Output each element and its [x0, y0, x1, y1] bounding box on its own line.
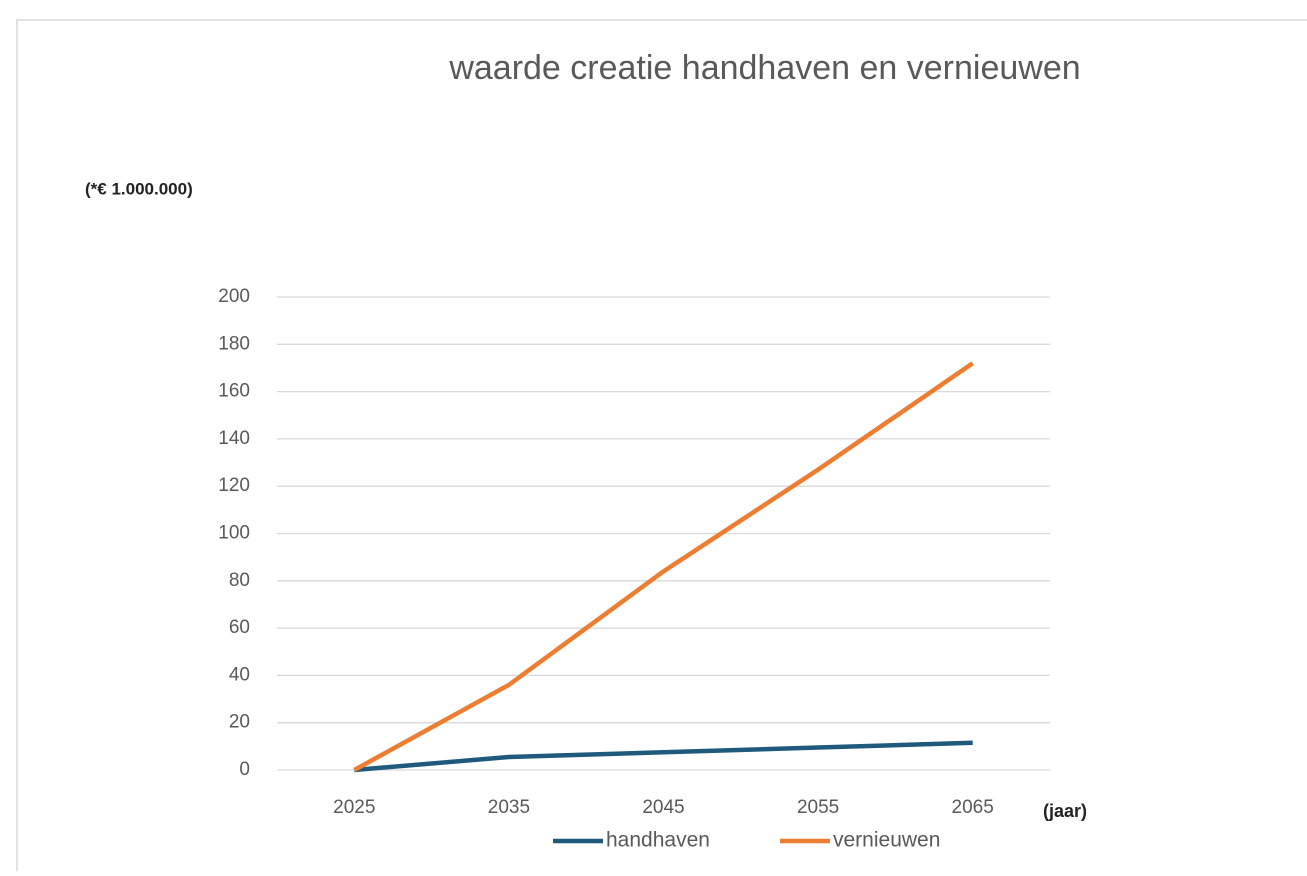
y-tick-label: 120 [218, 475, 250, 496]
legend-label: handhaven [606, 829, 710, 852]
y-tick-label: 100 [218, 523, 250, 544]
line [353, 361, 974, 772]
y-tick-label: 40 [229, 664, 250, 685]
y-tick-label: 180 [218, 333, 250, 354]
y-tick-label: 140 [218, 428, 250, 449]
x-tick-label: 2045 [642, 797, 684, 818]
x-axis-label: (jaar) [1043, 801, 1087, 821]
y-tick-label: 0 [239, 759, 250, 780]
x-tick-label: 2055 [797, 797, 839, 818]
x-tick-label: 2065 [952, 797, 994, 818]
chart-title: waarde creatie handhaven en vernieuwen [448, 49, 1080, 87]
y-tick-label: 160 [218, 381, 250, 402]
y-tick-label: 60 [229, 617, 250, 638]
y-axis-label: (*€ 1.000.000) [85, 179, 193, 198]
y-tick-label: 200 [218, 286, 250, 307]
chart-frame [16, 19, 1307, 876]
x-tick-label: 2035 [488, 797, 530, 818]
line [354, 740, 973, 773]
y-tick-label: 80 [229, 570, 250, 591]
legend-label: vernieuwen [833, 829, 940, 852]
y-tick-label: 20 [229, 712, 250, 733]
x-tick-label: 2025 [333, 797, 375, 818]
